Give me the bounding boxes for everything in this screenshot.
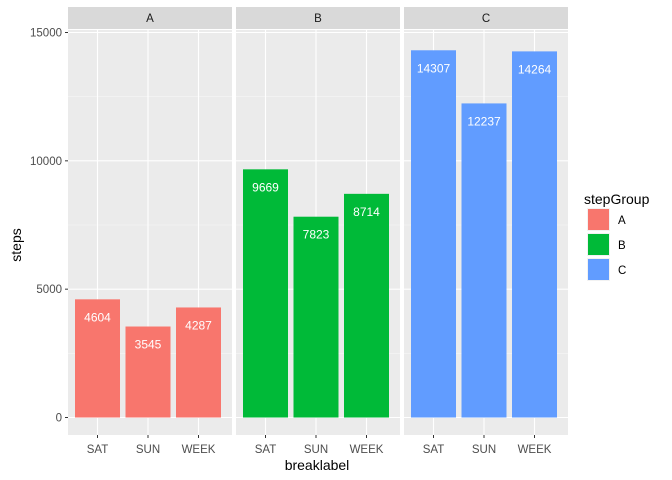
- legend-label-c: C: [618, 265, 626, 277]
- x-tick-label: WEEK: [182, 444, 216, 456]
- bar-value-label: 4287: [185, 318, 212, 332]
- y-axis: 0 5000 10000 15000: [30, 28, 68, 425]
- legend-swatch-b: [588, 234, 609, 255]
- bar-value-label: 14264: [518, 62, 552, 76]
- y-axis-title: steps: [8, 228, 24, 261]
- bar-value-label: 8714: [353, 205, 380, 219]
- bar-b-week: [344, 193, 389, 418]
- bar-a-week: [176, 307, 221, 418]
- bar-a-sun: [125, 326, 171, 418]
- x-tick-label: WEEK: [518, 444, 552, 456]
- bar-b-sat: [243, 169, 288, 418]
- x-tick-label: SAT: [423, 444, 445, 456]
- facet-strip-label: A: [146, 13, 154, 25]
- legend-title: stepGroup: [584, 191, 650, 207]
- x-tick-label: SAT: [87, 444, 109, 456]
- bar-value-label: 12237: [467, 114, 501, 128]
- facet-strip: [236, 7, 400, 29]
- x-tick-label: SUN: [472, 444, 496, 456]
- facet-panel-b: B 9669 7823 8714 SAT SUN WEEK: [236, 7, 400, 456]
- bar-value-label: 3545: [135, 338, 162, 352]
- facet-strip-label: B: [314, 13, 322, 25]
- facet-strip-label: C: [482, 13, 490, 25]
- facet-strip: [68, 7, 232, 29]
- x-tick-label: WEEK: [350, 444, 384, 456]
- legend-label-b: B: [618, 240, 626, 252]
- facet-strip: [404, 7, 568, 29]
- y-tick-label: 0: [56, 413, 62, 425]
- bar-c-week: [512, 51, 557, 418]
- x-tick-label: SAT: [255, 444, 277, 456]
- bar-c-sat: [411, 50, 456, 418]
- facet-panels: A 4604 3545 4287 SAT SUN WEEK B 9669 7823 8714 SAT S…: [68, 7, 568, 456]
- x-tick-label: SUN: [136, 444, 160, 456]
- bar-value-label: 14307: [417, 61, 451, 75]
- y-tick-label: 15000: [30, 28, 62, 40]
- legend-swatch-c: [588, 259, 609, 280]
- y-tick-label: 10000: [30, 156, 62, 168]
- bar-value-label: 7823: [303, 228, 330, 242]
- bar-b-sun: [293, 216, 339, 418]
- bar-a-sat: [75, 299, 120, 418]
- facet-panel-c: C 14307 12237 14264 SAT SUN WEEK: [404, 7, 568, 456]
- y-tick-label: 5000: [36, 284, 62, 296]
- x-tick-label: SUN: [304, 444, 328, 456]
- bar-value-label: 4604: [84, 310, 111, 324]
- legend-swatch-a: [588, 209, 609, 230]
- legend-label-a: A: [618, 215, 626, 227]
- x-axis-title: breaklabel: [285, 457, 350, 473]
- bar-c-sun: [461, 103, 507, 418]
- facet-panel-a: A 4604 3545 4287 SAT SUN WEEK: [68, 7, 232, 456]
- legend: stepGroup A B C: [584, 191, 650, 281]
- bar-value-label: 9669: [252, 180, 279, 194]
